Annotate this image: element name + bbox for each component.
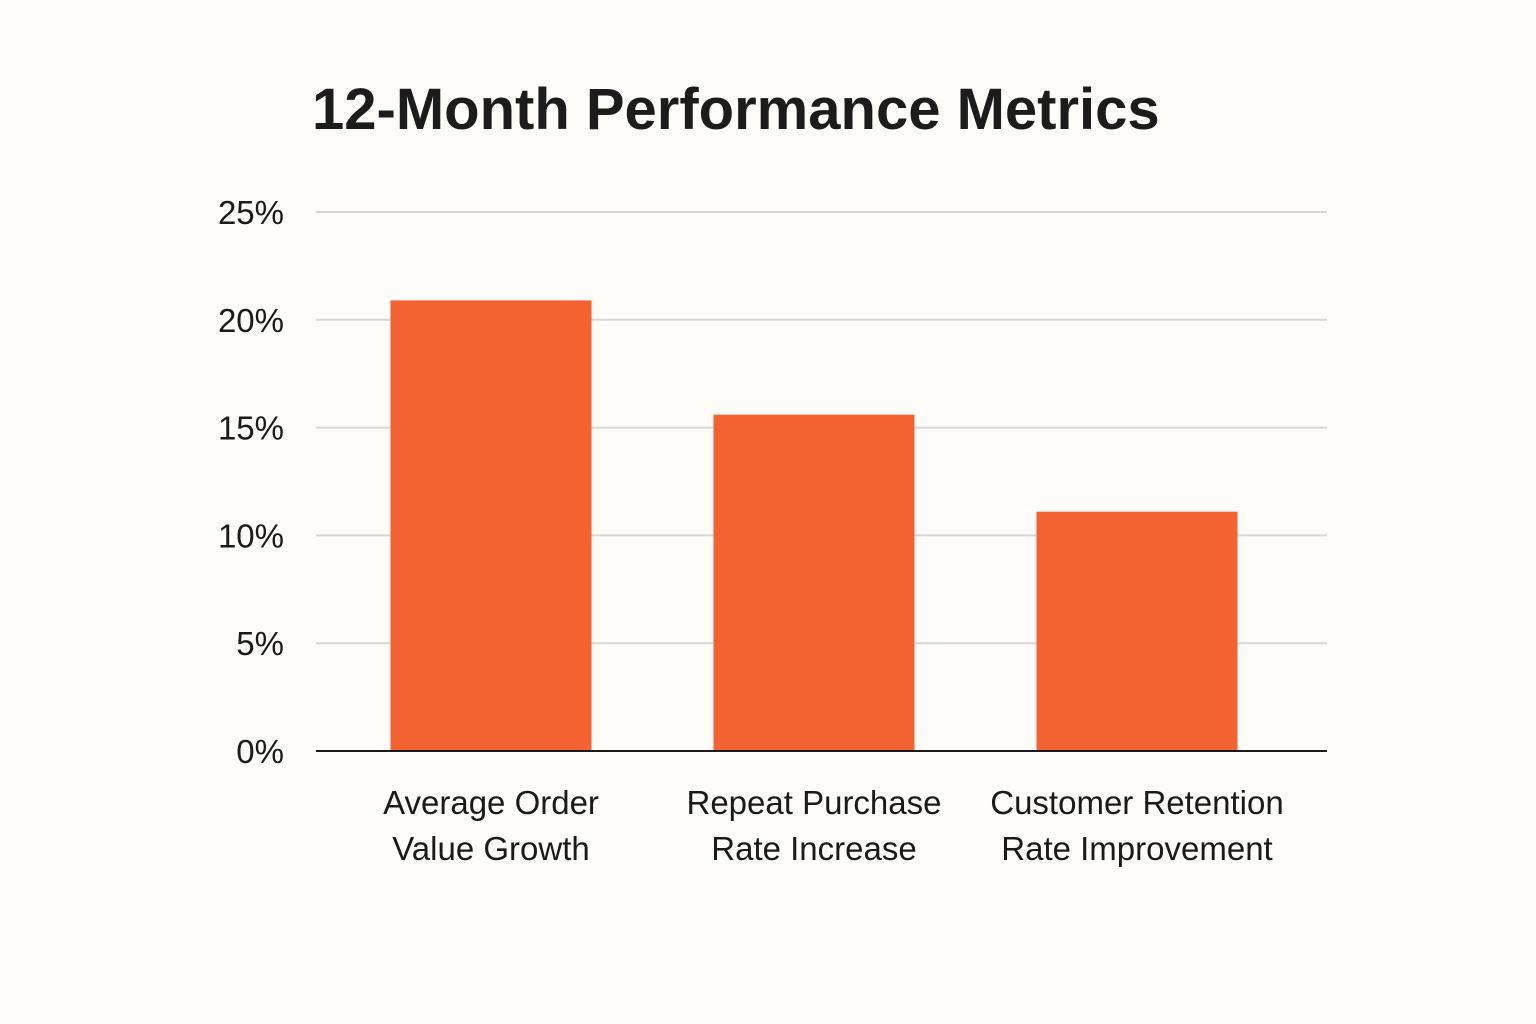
y-axis-ticks: 0% 5% 10% 15% 20% 25% (218, 194, 284, 770)
x-category-label-line: Customer Retention (990, 784, 1283, 821)
x-category-label: Repeat Purchase Rate Increase (687, 784, 942, 867)
bars (390, 300, 1238, 751)
x-category-label-line: Rate Increase (711, 830, 916, 867)
y-tick-label: 0% (236, 733, 284, 770)
x-category-label-line: Repeat Purchase (687, 784, 942, 821)
x-axis-categories: Average Order Value Growth Repeat Purchase… (383, 784, 1284, 867)
y-tick-label: 15% (218, 410, 284, 447)
y-tick-label: 20% (218, 302, 284, 339)
x-category-label-line: Average Order (383, 784, 599, 821)
chart-title: 12-Month Performance Metrics (312, 77, 1160, 142)
bar (713, 414, 915, 751)
x-category-label: Customer Retention Rate Improvement (990, 784, 1283, 867)
y-tick-label: 25% (218, 194, 284, 231)
bar (390, 300, 592, 751)
y-tick-label: 5% (236, 625, 284, 662)
bar (1036, 511, 1238, 751)
x-category-label: Average Order Value Growth (383, 784, 599, 867)
x-category-label-line: Rate Improvement (1001, 830, 1272, 867)
x-category-label-line: Value Growth (392, 830, 589, 867)
y-tick-label: 10% (218, 517, 284, 554)
